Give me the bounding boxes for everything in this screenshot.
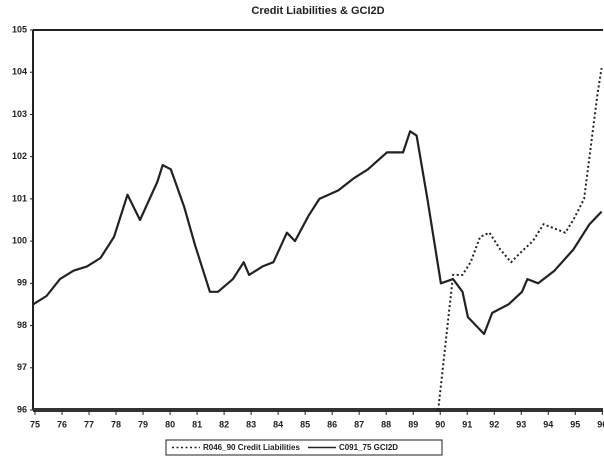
x-tick-label: 86 xyxy=(327,419,337,429)
x-tick-label: 85 xyxy=(300,419,310,429)
legend-label: C091_75 GCI2D xyxy=(339,443,398,452)
x-tick-label: 80 xyxy=(165,419,175,429)
x-tick-label: 78 xyxy=(111,419,121,429)
y-tick-label: 99 xyxy=(17,278,27,288)
x-tick-label: 96 xyxy=(597,419,604,429)
x-tick-label: 83 xyxy=(246,419,256,429)
x-tick-label: 81 xyxy=(192,419,202,429)
y-tick-label: 102 xyxy=(12,151,27,161)
x-tick-label: 91 xyxy=(462,419,472,429)
y-tick-label: 103 xyxy=(12,109,27,119)
legend-box xyxy=(165,439,443,456)
chart-title: Credit Liabilities & GCI2D xyxy=(251,5,384,17)
x-tick-label: 92 xyxy=(489,419,499,429)
y-tick-label: 97 xyxy=(17,362,27,372)
x-tick-label: 77 xyxy=(84,419,94,429)
line-series xyxy=(437,67,603,411)
x-tick-label: 84 xyxy=(273,419,283,429)
x-tick-label: 89 xyxy=(408,419,418,429)
y-tick-label: 100 xyxy=(12,235,27,245)
x-tick-label: 95 xyxy=(570,419,580,429)
y-tick-label: 101 xyxy=(12,193,27,203)
x-tick-label: 88 xyxy=(381,419,391,429)
x-tick-label: 93 xyxy=(516,419,526,429)
x-tick-label: 76 xyxy=(57,419,67,429)
x-tick-label: 94 xyxy=(543,419,553,429)
x-tick-label: 90 xyxy=(435,419,445,429)
x-tick-label: 75 xyxy=(30,419,40,429)
x-tick-label: 82 xyxy=(219,419,229,429)
line-series xyxy=(32,130,603,336)
y-tick-label: 105 xyxy=(12,24,27,34)
legend-label: R046_90 Credit Liabilities xyxy=(203,443,300,452)
y-tick-label: 98 xyxy=(17,320,27,330)
y-tick-label: 104 xyxy=(12,67,27,77)
x-tick-label: 87 xyxy=(354,419,364,429)
x-tick-label: 79 xyxy=(138,419,148,429)
y-tick-label: 96 xyxy=(17,404,27,414)
